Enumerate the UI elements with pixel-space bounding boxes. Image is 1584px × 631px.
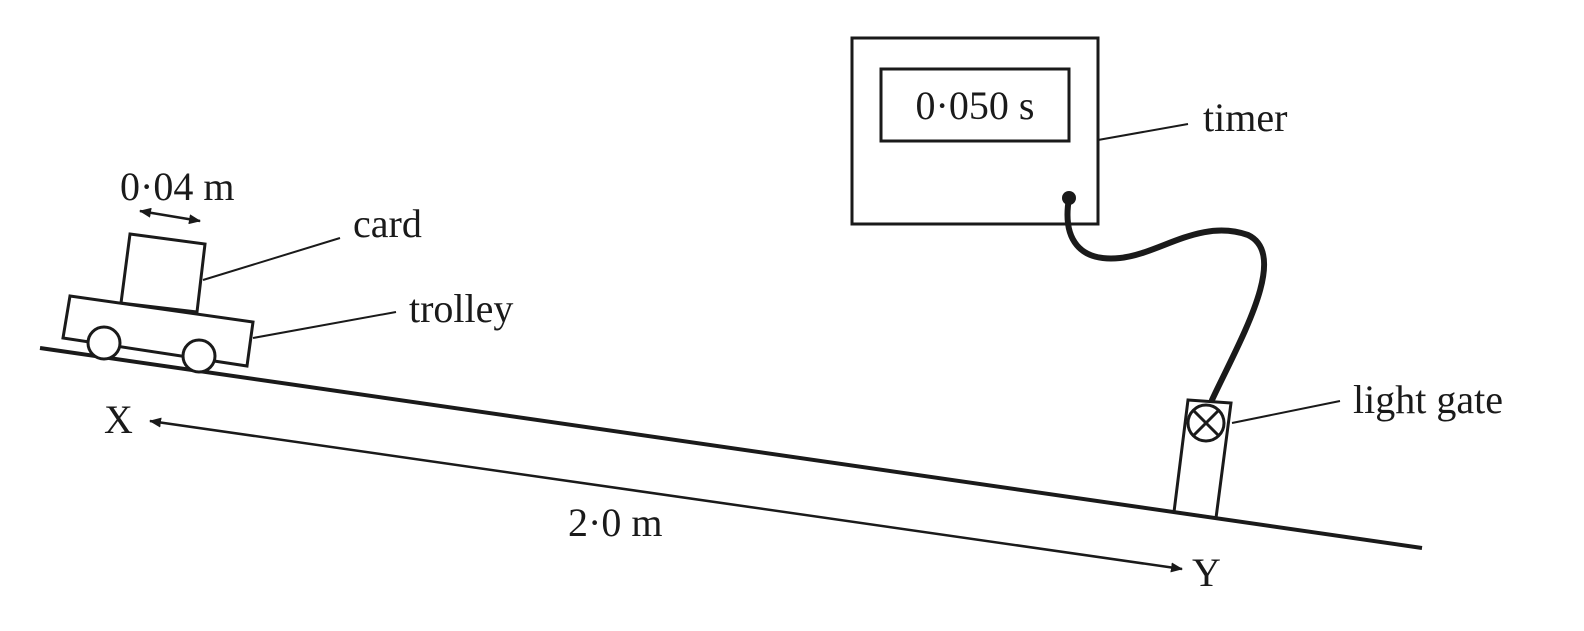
timer-display (879, 67, 1071, 143)
trolley-label: trolley (409, 286, 513, 331)
light-gate-leader-line (1231, 400, 1341, 424)
card-width-arrow (139, 207, 201, 225)
card-width-label: 0·04 m (120, 164, 234, 209)
card-leader-line (202, 237, 341, 281)
light-gate-label: light gate (1353, 377, 1503, 422)
timer-box (850, 36, 1100, 226)
trolley-wheel-rear (86, 325, 122, 361)
trolley-leader-line (252, 311, 397, 339)
timer-label: timer (1203, 95, 1287, 140)
trolley-body (61, 294, 255, 368)
card-label: card (353, 201, 422, 246)
point-y-label: Y (1192, 550, 1221, 595)
distance-label: 2·0 m (568, 500, 662, 545)
point-x-label: X (104, 397, 133, 442)
timer-leader-line (1097, 123, 1189, 141)
distance-arrow (149, 417, 1183, 573)
light-gate-sensor-icon (1186, 403, 1226, 443)
trolley-wheel-front (181, 338, 217, 374)
card-shape (119, 232, 207, 314)
timer-cable (1064, 195, 1268, 403)
timer-reading: 0·050 s (916, 83, 1035, 128)
